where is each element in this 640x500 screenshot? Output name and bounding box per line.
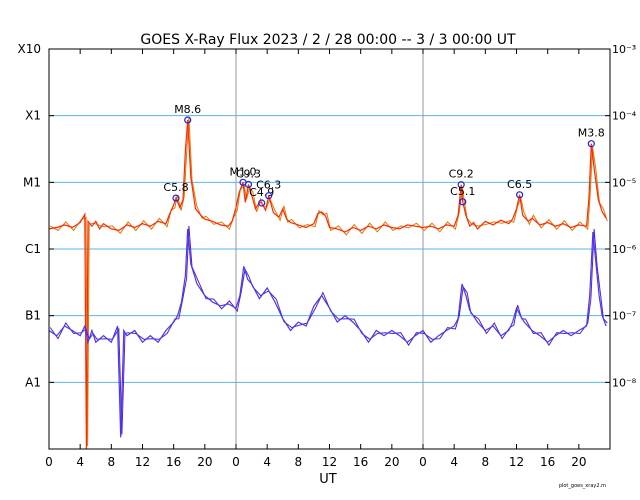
x-tick-label: 16: [166, 455, 181, 469]
y-right-tick-label: 10⁻⁵: [612, 176, 636, 189]
flare-label: C5.1: [450, 185, 475, 198]
flare-marker: [172, 194, 180, 202]
flare-label: C6.3: [256, 179, 281, 192]
y-right-tick-labels: 10⁻³ 10⁻⁴ 10⁻⁵ 10⁻⁶ 10⁻⁷ 10⁻⁸: [612, 43, 637, 389]
x-tick-label: 8: [108, 455, 116, 469]
y-right-tick-label: 10⁻⁸: [612, 376, 637, 389]
flare-marker: [184, 116, 192, 124]
x-tick-label: 4: [76, 455, 84, 469]
x-tick-label: 16: [540, 455, 555, 469]
flare-label: C4.9: [249, 186, 274, 199]
flare-marker: [457, 181, 465, 189]
y-left-tick-label: C1: [25, 242, 41, 256]
long-flux-secondary-line: [49, 116, 608, 447]
x-tick-labels: 0 4 8 12 16 20 0 4 8 12 16 20 0 4 8 12 16 20: [45, 455, 586, 469]
credit-label: plot_goes_xray2.m: [559, 483, 606, 489]
x-tick-label: 16: [353, 455, 368, 469]
y-right-tick-label: 10⁻⁷: [612, 310, 636, 323]
y-left-tick-label: X1: [25, 109, 41, 123]
x-tick-label: 8: [295, 455, 303, 469]
x-tick-label: 0: [419, 455, 427, 469]
flare-marker: [587, 140, 595, 148]
flare-label: M8.6: [174, 103, 201, 116]
x-tick-label: 0: [232, 455, 240, 469]
y-left-tick-label: A1: [25, 375, 41, 389]
x-tick-label: 20: [571, 455, 586, 469]
y-left-tick-label: M1: [23, 175, 41, 189]
axis-ticks: [48, 48, 611, 449]
x-tick-label: 12: [509, 455, 524, 469]
flare-marker: [244, 180, 253, 189]
flare-marker: [516, 191, 524, 199]
flare-marker: [459, 198, 467, 206]
flare-marker: [265, 192, 273, 200]
short-flux-line: [48, 228, 607, 438]
long-flux-line: [48, 119, 607, 450]
flare-label: M1.0: [230, 165, 257, 178]
x-tick-label: 12: [322, 455, 337, 469]
x-tick-label: 20: [384, 455, 399, 469]
grid-lines: [49, 115, 610, 383]
x-tick-label: 4: [450, 455, 458, 469]
y-left-tick-label: X10: [18, 42, 42, 56]
flare-label: C9.2: [449, 168, 474, 181]
y-left-tick-labels: X10 X1 M1 C1 B1 A1: [18, 42, 42, 389]
flare-label: C5.8: [163, 181, 188, 194]
short-flux-secondary-line: [49, 225, 608, 435]
flare-label: M3.8: [578, 127, 605, 140]
x-tick-label: 12: [135, 455, 150, 469]
flux-series: [48, 116, 608, 450]
flare-markers: C5.8 M8.6 M1.0C9.3 C4.9C6.3 C9.2 C5.1 C6.5 M3.8: [163, 103, 605, 207]
flare-label: C6.5: [507, 178, 532, 191]
chart-title: GOES X-Ray Flux 2023 / 2 / 28 00:00 -- 3…: [140, 32, 516, 48]
flare-label: C9.3: [236, 167, 261, 180]
flare-marker: [258, 199, 266, 207]
x-tick-label: 0: [45, 455, 53, 469]
y-right-tick-label: 10⁻⁴: [612, 110, 637, 123]
y-right-tick-label: 10⁻⁶: [612, 243, 637, 256]
y-right-tick-label: 10⁻³: [612, 43, 636, 56]
x-tick-label: 8: [482, 455, 490, 469]
x-tick-label: 4: [263, 455, 271, 469]
y-left-tick-label: B1: [25, 309, 41, 323]
day-boundary-lines: [235, 49, 424, 449]
x-tick-label: 20: [197, 455, 212, 469]
x-axis-label: UT: [319, 472, 337, 487]
